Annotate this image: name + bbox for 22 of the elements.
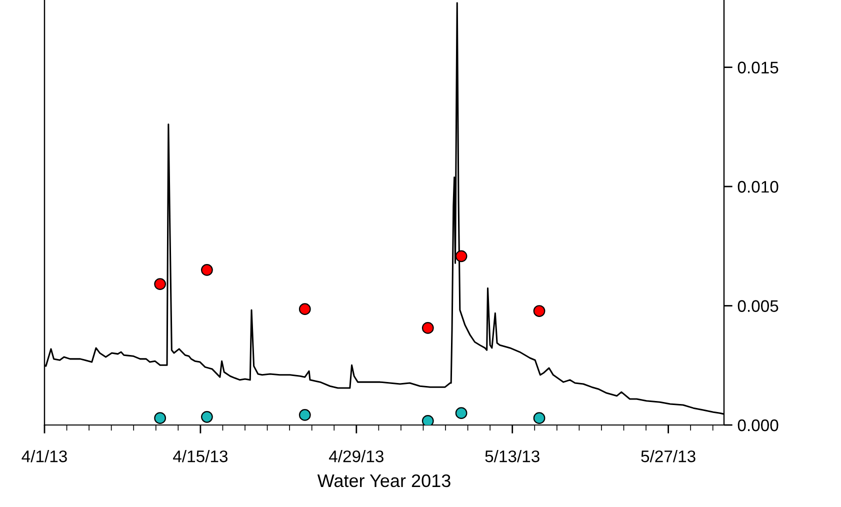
x-tick-label: 5/13/13 bbox=[485, 450, 540, 462]
x-axis-title: Water Year 2013 bbox=[317, 474, 450, 488]
point bbox=[298, 303, 311, 316]
x-tick-label: 4/1/13 bbox=[22, 450, 67, 462]
point bbox=[422, 415, 434, 425]
y2-tick-label: 0.005 bbox=[738, 300, 778, 312]
x-tick-label: 4/29/13 bbox=[328, 450, 384, 462]
point bbox=[455, 250, 468, 262]
x-tick-label: 4/15/13 bbox=[173, 450, 228, 462]
point bbox=[533, 305, 546, 317]
point bbox=[455, 407, 468, 420]
point bbox=[533, 412, 546, 424]
point bbox=[422, 322, 434, 334]
point bbox=[154, 278, 166, 290]
y2-tick-label: 0.000 bbox=[738, 419, 778, 432]
y2-tick-label: 0.015 bbox=[738, 62, 778, 74]
point bbox=[201, 264, 213, 276]
y2-tick-label: 0.010 bbox=[738, 180, 778, 193]
x-tick-label: 5/27/13 bbox=[641, 450, 696, 462]
point bbox=[154, 412, 166, 424]
point bbox=[201, 410, 213, 423]
point bbox=[298, 409, 311, 421]
